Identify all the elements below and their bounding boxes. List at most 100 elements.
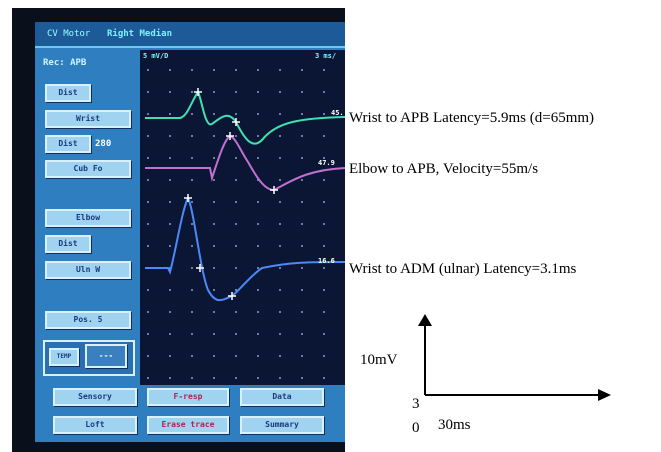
- grid-dot: [323, 113, 325, 115]
- grid-dot: [279, 333, 281, 335]
- annotation: Wrist to ADM (ulnar) Latency=3.1ms: [349, 261, 576, 278]
- grid-dot: [191, 311, 193, 313]
- grid-dot: [169, 223, 171, 225]
- grid-dot: [191, 91, 193, 93]
- grid-dot: [213, 333, 215, 335]
- grid-dot: [191, 135, 193, 137]
- grid-dot: [279, 311, 281, 313]
- grid-dot: [213, 223, 215, 225]
- grid-dot: [323, 311, 325, 313]
- grid-dot: [235, 113, 237, 115]
- grid-dot: [147, 289, 149, 291]
- grid-dot: [279, 157, 281, 159]
- grid-dot: [257, 333, 259, 335]
- grid-dot: [191, 179, 193, 181]
- grid-dot: [169, 157, 171, 159]
- grid-dots: [147, 69, 325, 379]
- grid-dot: [213, 179, 215, 181]
- grid-dot: [257, 377, 259, 379]
- grid-dot: [213, 289, 215, 291]
- grid-dot: [213, 113, 215, 115]
- grid-dot: [279, 245, 281, 247]
- grid-dot: [323, 245, 325, 247]
- grid-dot: [301, 355, 303, 357]
- grid-dot: [323, 223, 325, 225]
- origin-x-label: 0: [412, 420, 420, 437]
- grid-dot: [235, 245, 237, 247]
- grid-dot: [169, 179, 171, 181]
- grid-dot: [147, 377, 149, 379]
- grid-dot: [301, 333, 303, 335]
- grid-dot: [323, 333, 325, 335]
- grid-dot: [301, 157, 303, 159]
- grid-dot: [235, 91, 237, 93]
- grid-dot: [279, 113, 281, 115]
- grid-dot: [191, 245, 193, 247]
- grid-dot: [169, 333, 171, 335]
- grid-dot: [213, 201, 215, 203]
- grid-dot: [191, 113, 193, 115]
- grid-dot: [169, 113, 171, 115]
- grid-dot: [235, 179, 237, 181]
- grid-dot: [147, 113, 149, 115]
- grid-dot: [169, 91, 171, 93]
- grid-dot: [147, 69, 149, 71]
- grid-dot: [213, 135, 215, 137]
- grid-dot: [257, 69, 259, 71]
- grid-dot: [191, 333, 193, 335]
- arrow-head: [418, 314, 432, 326]
- grid-dot: [257, 355, 259, 357]
- grid-dot: [323, 69, 325, 71]
- grid-dot: [235, 69, 237, 71]
- trace-ulnar: [145, 198, 345, 300]
- grid-dot: [191, 157, 193, 159]
- grid-dot: [169, 355, 171, 357]
- grid-dot: [147, 157, 149, 159]
- grid-dot: [169, 201, 171, 203]
- grid-dot: [279, 69, 281, 71]
- grid-dot: [301, 179, 303, 181]
- grid-dot: [301, 135, 303, 137]
- grid-dot: [257, 113, 259, 115]
- grid-dot: [323, 91, 325, 93]
- grid-dot: [213, 69, 215, 71]
- grid-dot: [279, 289, 281, 291]
- grid-dot: [191, 201, 193, 203]
- grid-dot: [323, 135, 325, 137]
- grid-dot: [191, 377, 193, 379]
- grid-dot: [323, 267, 325, 269]
- grid-dot: [147, 333, 149, 335]
- grid-dot: [213, 267, 215, 269]
- grid-dot: [169, 69, 171, 71]
- annotation: Elbow to APB, Velocity=55m/s: [349, 161, 538, 178]
- grid-dot: [169, 135, 171, 137]
- trace-value: 47.9: [318, 159, 335, 167]
- grid-dot: [213, 311, 215, 313]
- overlay: [0, 0, 661, 452]
- grid-dot: [213, 245, 215, 247]
- grid-dot: [257, 289, 259, 291]
- grid-dot: [169, 377, 171, 379]
- annotation: Wrist to APB Latency=5.9ms (d=65mm): [349, 110, 594, 127]
- grid-dot: [279, 223, 281, 225]
- grid-dot: [301, 377, 303, 379]
- grid-dot: [147, 223, 149, 225]
- grid-dot: [147, 179, 149, 181]
- grid-dot: [257, 267, 259, 269]
- grid-dot: [235, 333, 237, 335]
- grid-dot: [235, 377, 237, 379]
- trace-value: 45.: [331, 109, 344, 117]
- grid-dot: [301, 245, 303, 247]
- grid-dot: [169, 245, 171, 247]
- grid-dot: [191, 69, 193, 71]
- grid-dot: [301, 201, 303, 203]
- grid-dot: [147, 135, 149, 137]
- grid-dot: [169, 289, 171, 291]
- grid-dot: [301, 113, 303, 115]
- amplitude-label: 10mV: [360, 352, 398, 369]
- grid-dot: [279, 201, 281, 203]
- grid-dot: [301, 69, 303, 71]
- grid-dot: [235, 201, 237, 203]
- grid-dot: [301, 91, 303, 93]
- grid-dot: [213, 377, 215, 379]
